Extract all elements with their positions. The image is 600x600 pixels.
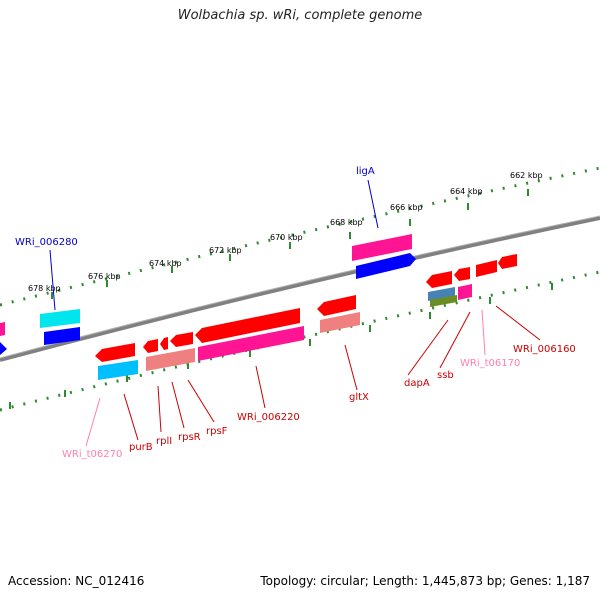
- scale-label: 678 kbp: [28, 284, 61, 293]
- label-ssb: ssb: [437, 370, 454, 381]
- label-WRi_006280: WRi_006280: [15, 237, 78, 248]
- genome-backbone-highlight: [0, 215, 600, 359]
- leader-WRi_006160: [495, 305, 541, 341]
- scale-label: 674 kbp: [149, 259, 182, 268]
- leader-rplI: [157, 385, 162, 433]
- feature-gene-red-3[interactable]: [476, 260, 497, 277]
- leader-WRi_t06270: [85, 397, 101, 447]
- leader-rpsR: [171, 381, 185, 429]
- leader-WRi_t06170: [481, 309, 486, 356]
- label-gltX: gltX: [349, 392, 369, 403]
- map-title: Wolbachia sp. wRi, complete genome: [177, 8, 423, 23]
- feature-WRi_006220-pink[interactable]: [198, 326, 304, 361]
- leader-WRi_006220: [255, 365, 266, 409]
- feature-trna-t06270[interactable]: [98, 360, 138, 380]
- outer-tick-track: [0, 166, 600, 307]
- feature-purB[interactable]: [95, 343, 135, 362]
- label-WRi_006220: WRi_006220: [237, 412, 300, 423]
- feature-rpsF[interactable]: [170, 332, 193, 347]
- scale-label: 666 kbp: [390, 203, 423, 212]
- label-rpsF: rpsF: [206, 426, 228, 437]
- feature-partial-left-blue[interactable]: [0, 342, 7, 355]
- feature-rpsR[interactable]: [160, 337, 168, 350]
- leader-dapA: [407, 319, 449, 376]
- label-rplI: rplI: [156, 436, 172, 447]
- label-ligA: ligA: [356, 166, 375, 177]
- feature-ssb[interactable]: [458, 284, 472, 300]
- feature-rrna-band[interactable]: [146, 348, 195, 371]
- label-rpsR: rpsR: [178, 432, 201, 443]
- feature-gltX-red[interactable]: [317, 295, 356, 316]
- feature-dapA-olive[interactable]: [430, 295, 457, 307]
- feature-gltX-salmon[interactable]: [320, 312, 360, 333]
- leader-ssb: [439, 311, 471, 369]
- label-WRi_t06270: WRi_t06270: [62, 449, 122, 460]
- leader-rpsF: [187, 379, 215, 423]
- scale-label: 668 kbp: [330, 218, 363, 227]
- feature-partial-left-pink[interactable]: [0, 322, 5, 336]
- leader-WRi_006280: [49, 249, 56, 311]
- label-WRi_006160: WRi_006160: [513, 344, 576, 355]
- inner-major-ticks: [9, 283, 553, 409]
- feature-WRi_006280-blue[interactable]: [44, 327, 80, 345]
- scale-label: 676 kbp: [88, 272, 121, 281]
- scale-label: 670 kbp: [270, 233, 303, 242]
- label-dapA: dapA: [404, 378, 430, 389]
- outer-major-ticks: [51, 189, 529, 299]
- feature-gene-red-2[interactable]: [454, 267, 470, 281]
- feature-rplI[interactable]: [143, 339, 158, 353]
- genome-summary-text: Topology: circular; Length: 1,445,873 bp…: [260, 574, 590, 588]
- genome-backbone: [0, 216, 600, 362]
- feature-gene-red-4[interactable]: [498, 254, 517, 269]
- inner-tick-track: [0, 270, 600, 412]
- accession-text: Accession: NC_012416: [8, 574, 145, 588]
- leader-gltX: [344, 344, 358, 391]
- feature-WRi_006220-red[interactable]: [195, 308, 300, 343]
- leader-purB: [123, 393, 139, 441]
- label-WRi_t06170: WRi_t06170: [460, 358, 520, 369]
- feature-dapA-blue[interactable]: [428, 287, 455, 301]
- label-purB: purB: [129, 442, 153, 453]
- scale-label: 672 kbp: [209, 246, 242, 255]
- feature-ligA-pink[interactable]: [352, 234, 412, 261]
- scale-label: 664 kbp: [450, 187, 483, 196]
- feature-gene-red-1[interactable]: [426, 271, 452, 288]
- leader-ligA: [367, 179, 379, 229]
- feature-WRi_006280-cyan[interactable]: [40, 309, 80, 328]
- feature-ligA-blue[interactable]: [356, 253, 416, 279]
- scale-label: 662 kbp: [510, 171, 543, 180]
